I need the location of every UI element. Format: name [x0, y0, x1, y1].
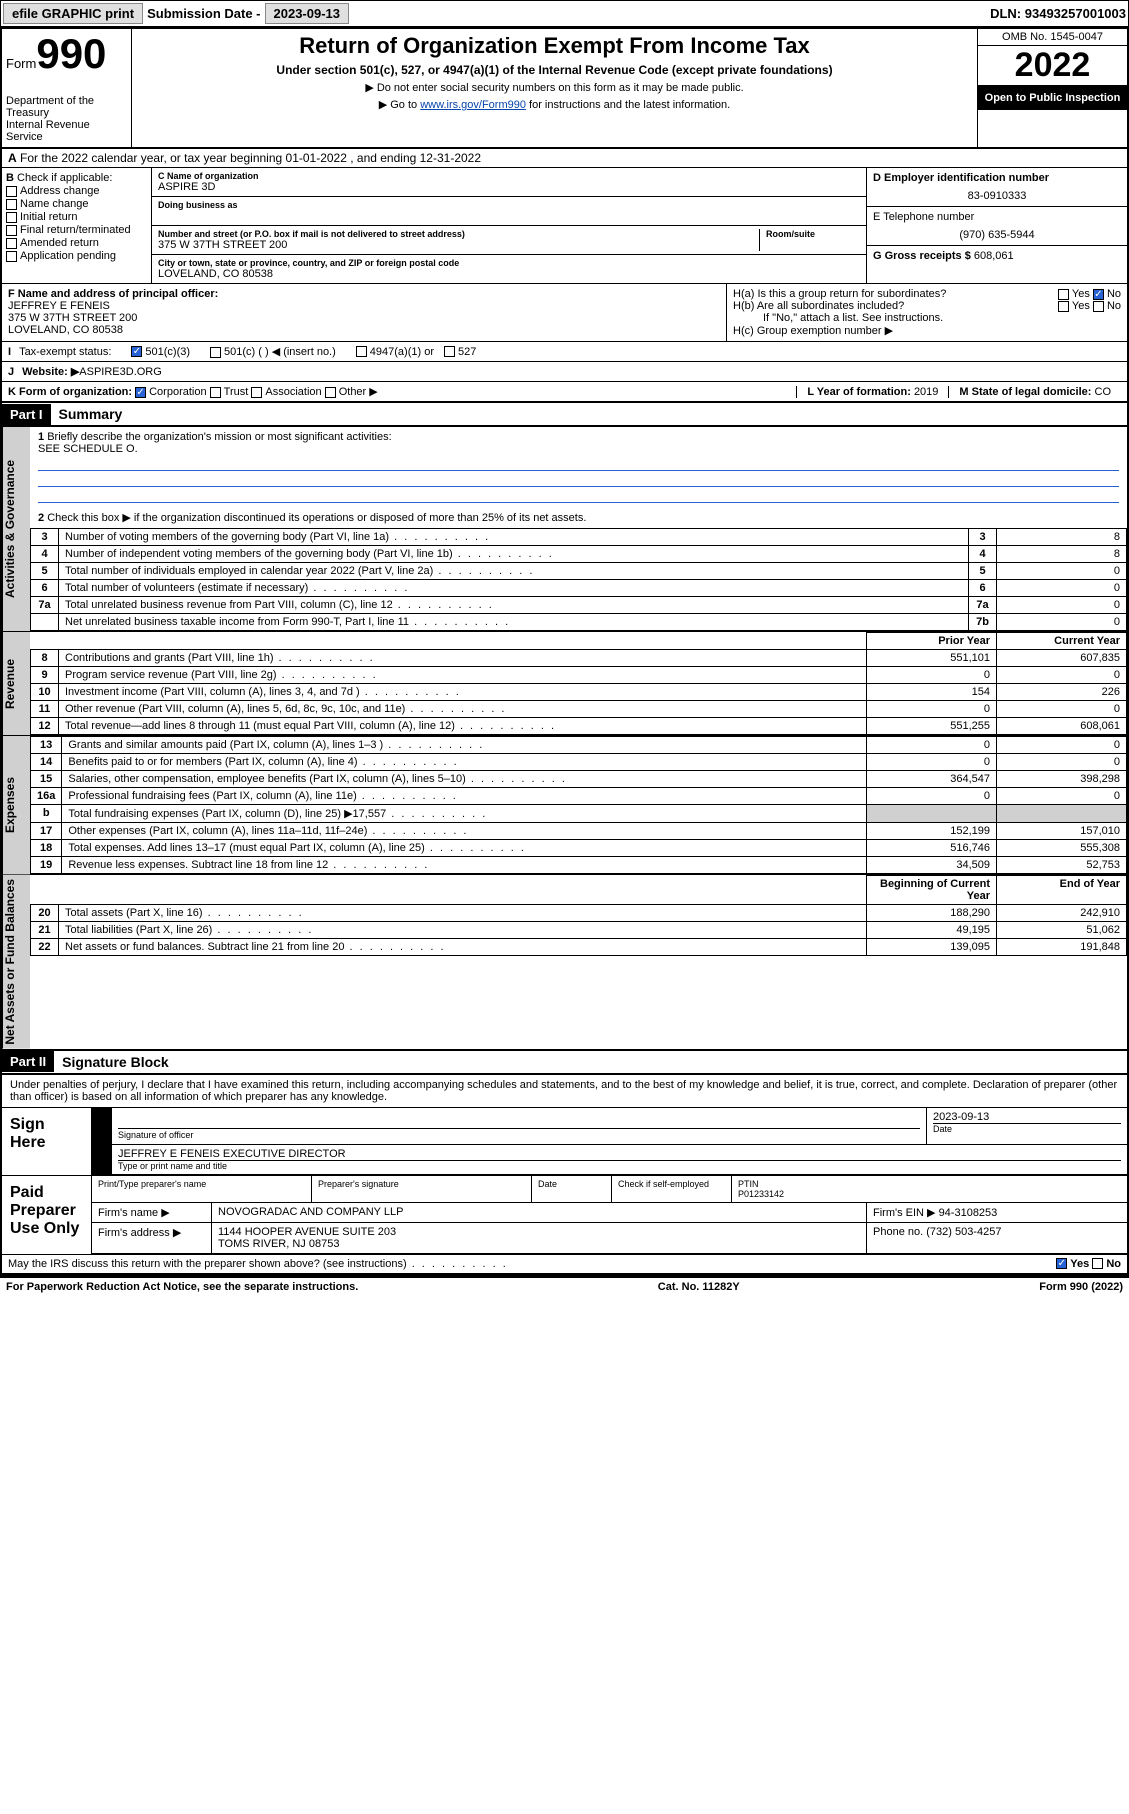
cb-assoc[interactable] [251, 387, 262, 398]
col-c-org-info: C Name of organizationASPIRE 3D Doing bu… [152, 168, 867, 283]
part1-header: Part ISummary [2, 403, 1127, 426]
netassets-section: Net Assets or Fund Balances Beginning of… [2, 874, 1127, 1051]
firm-name: NOVOGRADAC AND COMPANY LLP [212, 1203, 867, 1222]
form-body: Form990 Department of the Treasury Inter… [0, 27, 1129, 1277]
firm-addr2: TOMS RIVER, NJ 08753 [218, 1238, 339, 1250]
gross-receipts: 608,061 [974, 250, 1014, 262]
col-b-checkboxes: B Check if applicable: Address change Na… [2, 168, 152, 283]
irs-label: Internal Revenue Service [6, 119, 127, 143]
omb-number: OMB No. 1545-0047 [978, 29, 1127, 46]
cb-application-pending[interactable]: Application pending [6, 250, 147, 262]
arrow-icon [92, 1108, 112, 1144]
efile-button[interactable]: efile GRAPHIC print [3, 3, 143, 24]
form-title: Return of Organization Exempt From Incom… [136, 33, 973, 59]
row-a-tax-year: A For the 2022 calendar year, or tax yea… [2, 149, 1127, 168]
note-ssn: Do not enter social security numbers on … [136, 81, 973, 94]
submission-label: Submission Date - [147, 6, 260, 21]
paid-preparer-label: Paid Preparer Use Only [2, 1176, 92, 1254]
cb-ha-yes[interactable] [1058, 289, 1069, 300]
mission-text: SEE SCHEDULE O. [38, 443, 138, 455]
netassets-table: Beginning of Current YearEnd of Year20To… [30, 875, 1127, 956]
phone: (970) 635-5944 [873, 229, 1121, 241]
cb-address-change[interactable]: Address change [6, 185, 147, 197]
side-netassets: Net Assets or Fund Balances [2, 875, 30, 1049]
sign-date: 2023-09-13 [933, 1111, 1121, 1123]
dept-treasury: Department of the Treasury [6, 95, 127, 119]
org-address: 375 W 37TH STREET 200 [158, 239, 759, 251]
cb-hb-no[interactable] [1093, 301, 1104, 312]
cb-other[interactable] [325, 387, 336, 398]
expenses-section: Expenses 13Grants and similar amounts pa… [2, 735, 1127, 874]
discuss-row: May the IRS discuss this return with the… [2, 1254, 1127, 1275]
cb-corp[interactable] [135, 387, 146, 398]
cb-discuss-no[interactable] [1092, 1258, 1103, 1269]
cb-name-change[interactable]: Name change [6, 198, 147, 210]
org-name: ASPIRE 3D [158, 181, 860, 193]
irs-link[interactable]: www.irs.gov/Form990 [420, 99, 526, 111]
cb-hb-yes[interactable] [1058, 301, 1069, 312]
officer-name: JEFFREY E FENEIS [8, 300, 110, 312]
cb-initial-return[interactable]: Initial return [6, 211, 147, 223]
tax-year: 2022 [978, 46, 1127, 86]
signature-block: Under penalties of perjury, I declare th… [2, 1074, 1127, 1275]
row-fgh: F Name and address of principal officer:… [2, 284, 1127, 342]
sign-here-label: Sign Here [2, 1108, 92, 1175]
dln: DLN: 93493257001003 [990, 6, 1126, 21]
expenses-table: 13Grants and similar amounts paid (Part … [30, 736, 1127, 874]
side-revenue: Revenue [2, 632, 30, 735]
note-link: Go to www.irs.gov/Form990 for instructio… [136, 98, 973, 111]
form-number: 990 [36, 30, 106, 77]
firm-addr1: 1144 HOOPER AVENUE SUITE 203 [218, 1226, 396, 1238]
revenue-table: Prior YearCurrent Year8Contributions and… [30, 632, 1127, 735]
form-word: Form [6, 56, 36, 71]
firm-ein: 94-3108253 [939, 1207, 998, 1219]
row-j: JWebsite: ▶ ASPIRE3D.ORG [2, 362, 1127, 382]
cb-501c[interactable] [210, 347, 221, 358]
cb-final-return[interactable]: Final return/terminated [6, 224, 147, 236]
cb-527[interactable] [444, 346, 455, 357]
governance-table: 3Number of voting members of the governi… [30, 528, 1127, 631]
cb-discuss-yes[interactable] [1056, 1258, 1067, 1269]
cb-501c3[interactable] [131, 346, 142, 357]
cb-ha-no[interactable] [1093, 289, 1104, 300]
open-inspection: Open to Public Inspection [978, 86, 1127, 110]
col-d-contact: D Employer identification number83-09103… [867, 168, 1127, 283]
side-governance: Activities & Governance [2, 427, 30, 631]
ein: 83-0910333 [873, 190, 1121, 202]
cb-4947[interactable] [356, 346, 367, 357]
cb-trust[interactable] [210, 387, 221, 398]
part2-header: Part IISignature Block [2, 1051, 1127, 1074]
officer-sig-name: JEFFREY E FENEIS EXECUTIVE DIRECTOR [118, 1148, 1121, 1160]
section-bcd: B Check if applicable: Address change Na… [2, 168, 1127, 284]
org-city: LOVELAND, CO 80538 [158, 268, 860, 280]
side-expenses: Expenses [2, 736, 30, 874]
website: ASPIRE3D.ORG [79, 366, 162, 378]
form-header: Form990 Department of the Treasury Inter… [2, 29, 1127, 149]
top-toolbar: efile GRAPHIC print Submission Date - 20… [0, 0, 1129, 27]
ptin: P01233142 [738, 1189, 784, 1199]
state-domicile: CO [1095, 386, 1112, 398]
firm-phone: (732) 503-4257 [926, 1226, 1001, 1238]
submission-date-button[interactable]: 2023-09-13 [265, 3, 350, 24]
revenue-section: Revenue Prior YearCurrent Year8Contribut… [2, 631, 1127, 735]
governance-section: Activities & Governance 1 Briefly descri… [2, 426, 1127, 631]
row-klm: K Form of organization: Corporation Trus… [2, 382, 1127, 403]
row-i: ITax-exempt status: 501(c)(3) 501(c) ( )… [2, 342, 1127, 362]
arrow-icon [92, 1145, 112, 1174]
form-subtitle: Under section 501(c), 527, or 4947(a)(1)… [136, 63, 973, 77]
page-footer: For Paperwork Reduction Act Notice, see … [0, 1277, 1129, 1296]
year-formation: 2019 [914, 386, 938, 398]
cb-amended-return[interactable]: Amended return [6, 237, 147, 249]
